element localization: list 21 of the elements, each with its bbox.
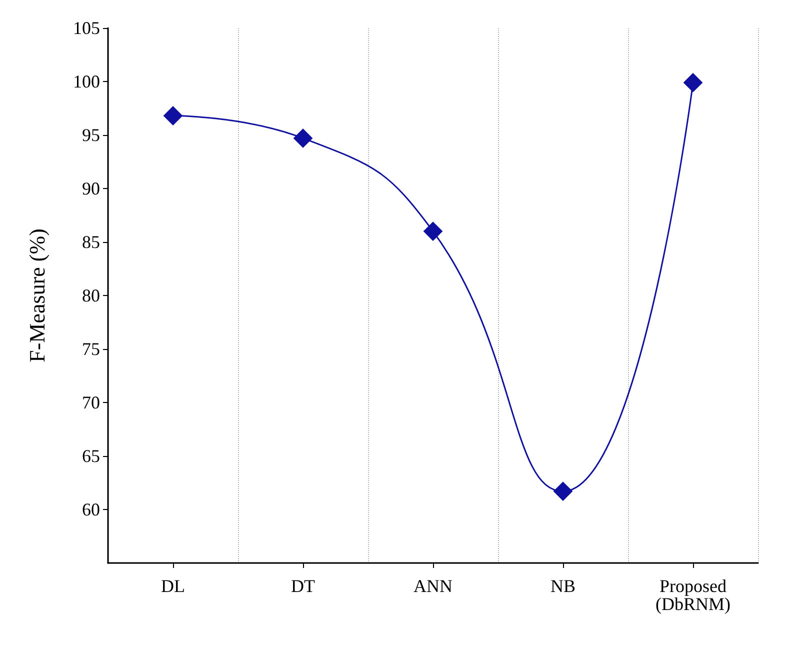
y-tick-label: 60 (82, 500, 100, 520)
x-tick-label: DT (291, 576, 315, 596)
y-tick-label: 65 (82, 446, 100, 466)
point (424, 222, 442, 241)
x-tick-label: ANN (414, 576, 452, 596)
y-tick-label: 95 (82, 125, 100, 145)
y-tick-label: 85 (82, 232, 100, 252)
y-tick-label: 75 (82, 339, 100, 359)
y-tick-label: 80 (82, 286, 100, 306)
y-tick-label: 70 (82, 392, 100, 412)
y-tick-label: 90 (82, 178, 100, 198)
point (294, 128, 312, 148)
y-tick-label: 100 (73, 72, 100, 92)
point (164, 106, 182, 126)
point (684, 73, 702, 92)
point (554, 482, 572, 501)
y-axis-title: F-Measure (%) (24, 228, 50, 362)
x-tick-label: Proposed (DbRNM) (656, 576, 731, 614)
x-tick-label: DL (161, 576, 185, 596)
y-tick-label: 105 (73, 18, 100, 38)
x-tick-label: NB (550, 576, 576, 596)
